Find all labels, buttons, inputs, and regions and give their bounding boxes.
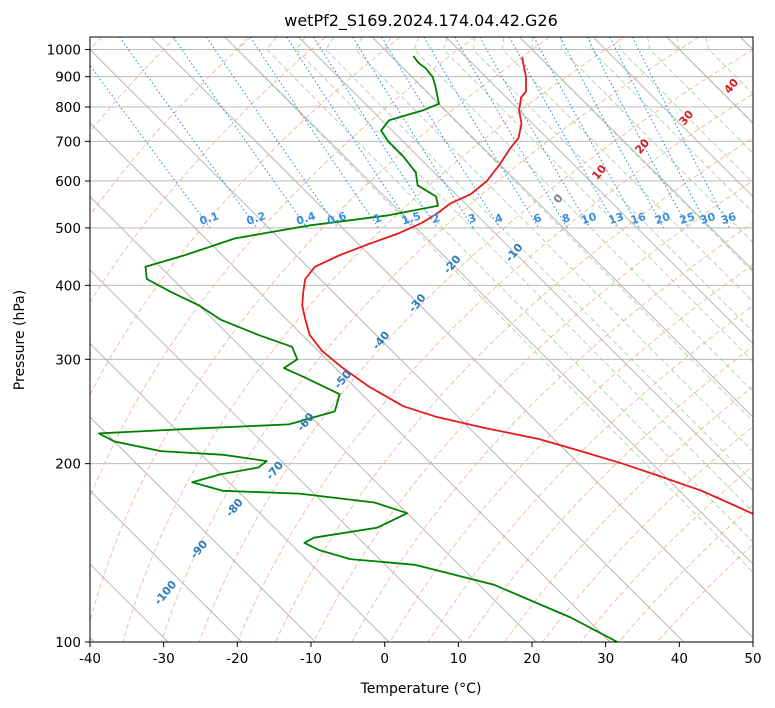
- dry-adiabat-line: [427, 305, 753, 642]
- dry-adiabat-line: [90, 37, 177, 133]
- chart-title: wetPf2_S169.2024.174.04.42.G26: [284, 11, 558, 31]
- mixing-ratio-label: 1: [372, 211, 383, 226]
- dry-adiabat-line: [90, 37, 326, 304]
- x-axis-label: Temperature (°C): [360, 681, 482, 697]
- isotherm-line: [519, 37, 753, 271]
- y-tick-label: 200: [55, 457, 81, 473]
- mixing-ratio-label: 0.6: [326, 209, 349, 227]
- x-tick-label: 0: [380, 651, 389, 667]
- isotherm-line: [371, 37, 753, 418]
- mixing-ratio-line: [119, 37, 258, 229]
- y-tick-label: 1000: [47, 43, 81, 59]
- dry-adiabat-line: [389, 263, 753, 642]
- x-tick-label: -40: [79, 651, 101, 667]
- y-tick-label: 300: [55, 352, 81, 368]
- dry-adiabat-line: [90, 37, 550, 624]
- mixing-ratio-line: [205, 37, 339, 229]
- moist-adiabat-line: [295, 37, 753, 513]
- y-tick-label: 800: [55, 100, 81, 116]
- mixing-ratio-line: [286, 37, 413, 229]
- plot-frame: [89, 36, 754, 643]
- y-tick-label: 100: [55, 635, 81, 651]
- y-tick-label: 400: [55, 278, 81, 294]
- isotherm-line: [90, 416, 316, 642]
- mixing-ratio-line: [533, 37, 640, 229]
- mixing-ratio-label: 20: [653, 210, 672, 227]
- mixing-ratio-line: [90, 64, 211, 229]
- isotherm-line: [90, 342, 390, 642]
- isotherm-line: [90, 48, 685, 642]
- isotherm-line: [224, 37, 753, 565]
- x-tick-label: 50: [744, 651, 761, 667]
- dry-adiabat-line: [90, 37, 252, 217]
- tick-layer: -40 -30 -20 -10 0 10 20 30 40 5010020030040050060…: [47, 43, 762, 667]
- y-tick-label: 900: [55, 70, 81, 86]
- dry-adiabat-line: [90, 37, 401, 396]
- y-tick-label: 600: [55, 174, 81, 190]
- x-tick-label: 10: [450, 651, 467, 667]
- mixing-ratio-line: [172, 37, 308, 229]
- y-tick-label: 500: [55, 221, 81, 237]
- mixing-ratio-label: 0.1: [198, 209, 221, 227]
- isotherm-line: [150, 37, 753, 639]
- mixing-ratio-label: 6: [532, 211, 544, 226]
- isotherm-line: [90, 122, 611, 642]
- dry-adiabat-line: [503, 385, 753, 642]
- x-tick-label: -10: [300, 651, 322, 667]
- mixing-ratio-label: 30: [698, 210, 717, 227]
- x-tick-label: 20: [523, 651, 540, 667]
- profile-line: [98, 55, 618, 642]
- dry-adiabat-line: [122, 37, 625, 642]
- x-tick-label: 30: [597, 651, 614, 667]
- isotherm-line: [90, 195, 537, 642]
- mixing-ratio-line: [559, 37, 665, 229]
- isotherm-line: [90, 489, 243, 642]
- moist-adiabat-line: [354, 37, 753, 453]
- mixing-ratio-line: [352, 37, 474, 229]
- mixing-ratio-label: 8: [561, 211, 572, 226]
- mixing-ratio-line: [249, 37, 379, 229]
- x-tick-label: 40: [671, 651, 688, 667]
- y-axis-label: Pressure (hPa): [12, 290, 28, 390]
- x-tick-label: -30: [153, 651, 175, 667]
- mixing-ratio-line: [381, 37, 501, 229]
- dry-adiabat-line: [313, 179, 753, 642]
- mixing-ratio-label: 0.2: [245, 209, 268, 227]
- moist-adiabat-line: [266, 37, 753, 543]
- mixing-ratio-label: 16: [629, 210, 648, 227]
- series-layer: [98, 55, 753, 642]
- isotherm-line: [90, 269, 464, 642]
- y-tick-label: 700: [55, 134, 81, 150]
- mixing-ratio-line: [313, 37, 438, 229]
- mixing-ratio-label: 3: [467, 211, 478, 226]
- dry-adiabat-line: [90, 37, 476, 499]
- mixing-ratio-line: [632, 37, 731, 229]
- isotherm-line: [592, 37, 753, 198]
- mixing-ratio-line: [509, 37, 618, 229]
- mixing-ratio-label: 1.5: [400, 209, 423, 227]
- x-tick-label: -20: [226, 651, 248, 667]
- mixing-ratio-label: 0.4: [295, 209, 318, 227]
- mixing-ratio-label: 36: [719, 210, 738, 227]
- moist-adiabat-line: [236, 37, 753, 573]
- isotherm-line: [445, 37, 753, 345]
- moist-adiabat-line: [325, 37, 753, 483]
- dry-adiabat-line: [160, 37, 700, 642]
- plot-background: [90, 37, 753, 642]
- profile-line: [301, 57, 753, 515]
- mixing-ratio-label: 10: [580, 210, 599, 227]
- mixing-ratio-label: 2: [430, 211, 441, 226]
- mixing-ratio-label: 25: [678, 210, 697, 227]
- mixing-ratio-label: 13: [607, 210, 626, 227]
- mixing-ratio-label: 4: [493, 211, 505, 226]
